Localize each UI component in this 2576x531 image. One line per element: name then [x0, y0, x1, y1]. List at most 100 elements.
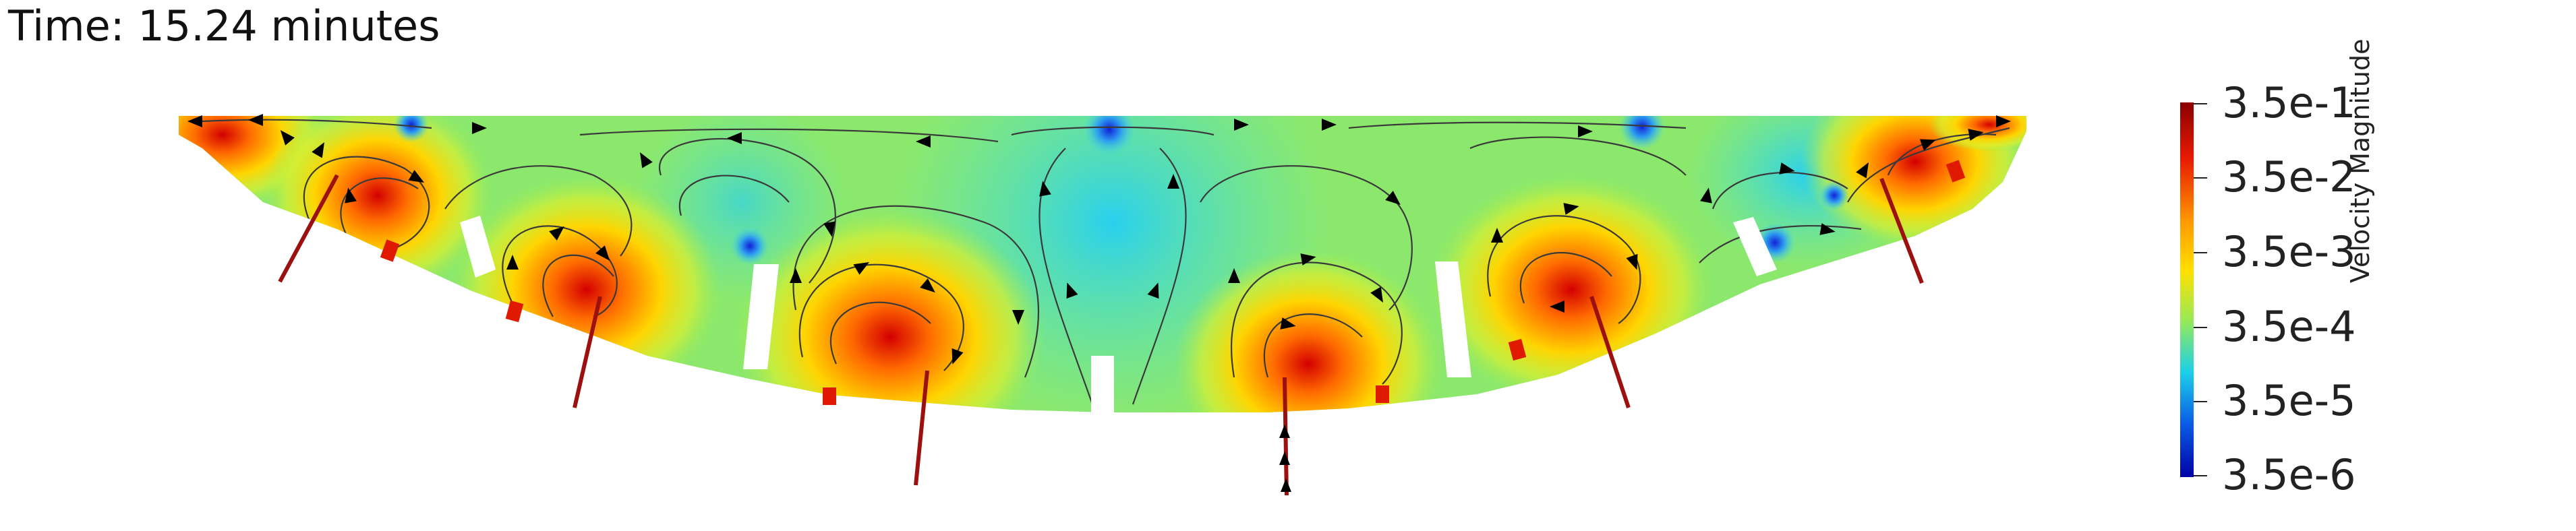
flow-arrows	[187, 114, 2011, 365]
flow-arrow	[916, 135, 931, 148]
flow-arrow	[1300, 253, 1316, 266]
streamline	[202, 119, 432, 129]
jet-line	[1589, 296, 1631, 408]
streamline	[1847, 127, 2010, 203]
notch	[1733, 217, 1777, 276]
flow-arrow	[506, 255, 519, 270]
inlet	[1508, 338, 1527, 361]
vortex-core	[731, 227, 769, 265]
high-velocity-region	[1929, 116, 2026, 152]
flow-arrow	[1228, 268, 1240, 283]
streamline	[792, 205, 1040, 378]
streamline	[444, 165, 633, 257]
streamline	[579, 128, 999, 143]
flow-arrow	[1385, 191, 1401, 206]
streamline	[502, 225, 618, 318]
flow-arrow	[1856, 162, 1869, 179]
jet-arrow	[1281, 478, 1291, 492]
flow-arrow	[549, 226, 564, 241]
notch	[1091, 356, 1114, 416]
jet-line	[1879, 177, 1924, 284]
flow-arrow	[1147, 282, 1159, 299]
streamline	[1132, 148, 1187, 405]
notch	[460, 216, 496, 278]
streamline	[659, 137, 836, 284]
boundary-notches	[460, 216, 1777, 416]
flow-arrow	[408, 170, 425, 183]
flow-arrow	[790, 268, 802, 283]
flow-arrow	[595, 245, 610, 261]
flow-arrow	[312, 142, 324, 158]
velocity-field	[179, 116, 2026, 412]
flow-arrow	[1370, 286, 1383, 303]
flow-arrow	[853, 262, 870, 275]
streamline	[1487, 215, 1641, 324]
flow-arrow	[1012, 310, 1024, 325]
streamline	[1038, 148, 1094, 405]
flow-arrow	[1066, 282, 1078, 299]
streamline	[1200, 165, 1413, 311]
colorbar-tick-label: 3.5e-3	[2222, 227, 2356, 276]
colorbar-tick-label: 3.5e-1	[2222, 78, 2356, 127]
streamline	[542, 254, 614, 317]
flow-arrow	[1039, 181, 1051, 197]
flow-arrow	[187, 115, 202, 127]
flow-arrow	[1996, 115, 2011, 127]
inlet	[505, 300, 524, 323]
flow-arrow	[640, 152, 653, 168]
jets	[278, 174, 1924, 496]
colorbar	[2180, 102, 2207, 477]
streamline	[678, 175, 790, 216]
vortex-core	[1819, 181, 1849, 210]
streamline	[340, 177, 419, 243]
colorbar-tick-label: 3.5e-6	[2222, 450, 2356, 499]
flow-arrow	[1626, 253, 1638, 270]
high-velocity-region	[1801, 116, 2026, 249]
notch	[743, 264, 779, 369]
colorbar-title: Velocity Magnitude	[2345, 38, 2375, 283]
jet-line	[914, 370, 929, 486]
flow-arrow	[1563, 203, 1579, 215]
jet-arrow	[1279, 451, 1290, 465]
colorbar-gradient	[2180, 102, 2194, 477]
inlet	[1376, 385, 1389, 403]
inlet	[380, 239, 400, 262]
flow-arrow	[280, 130, 295, 146]
high-velocity-region	[452, 175, 722, 404]
flow-arrow	[1322, 119, 1337, 131]
flow-arrow	[1779, 162, 1795, 175]
colorbar-tick-label: 3.5e-2	[2222, 152, 2356, 201]
flow-arrow	[727, 132, 742, 144]
flow-arrow	[1919, 139, 1936, 151]
colorbar-tick-label: 3.5e-4	[2222, 302, 2356, 351]
inlet	[823, 387, 836, 405]
flow-arrow	[1234, 119, 1249, 131]
high-velocity-region	[1173, 249, 1443, 412]
high-velocity-region	[735, 209, 1045, 412]
flow-arrow	[345, 187, 357, 204]
vortex-core	[1084, 116, 1135, 155]
jet-line	[573, 296, 602, 408]
notch	[1435, 261, 1471, 377]
inlet	[1945, 160, 1966, 183]
streamline	[1699, 224, 1862, 263]
flow-arrow	[952, 348, 964, 365]
streamline	[1263, 313, 1363, 378]
streamline	[1231, 261, 1403, 385]
streamline	[1011, 126, 1214, 136]
vortex-core	[394, 116, 429, 142]
vortex-core	[1619, 116, 1665, 150]
streamline	[1348, 121, 1687, 129]
flow-arrow	[823, 221, 836, 237]
streamline	[798, 263, 964, 371]
flow-arrow	[1578, 125, 1593, 137]
time-label: Time: 15.24 minutes	[8, 1, 440, 51]
streamline	[1519, 252, 1612, 304]
flow-arrow	[1167, 174, 1179, 189]
flow-arrow	[472, 122, 487, 134]
jet-line	[278, 174, 339, 283]
inlet-stubs	[380, 160, 1966, 405]
streamline	[303, 156, 430, 251]
streamline	[1469, 136, 1687, 176]
